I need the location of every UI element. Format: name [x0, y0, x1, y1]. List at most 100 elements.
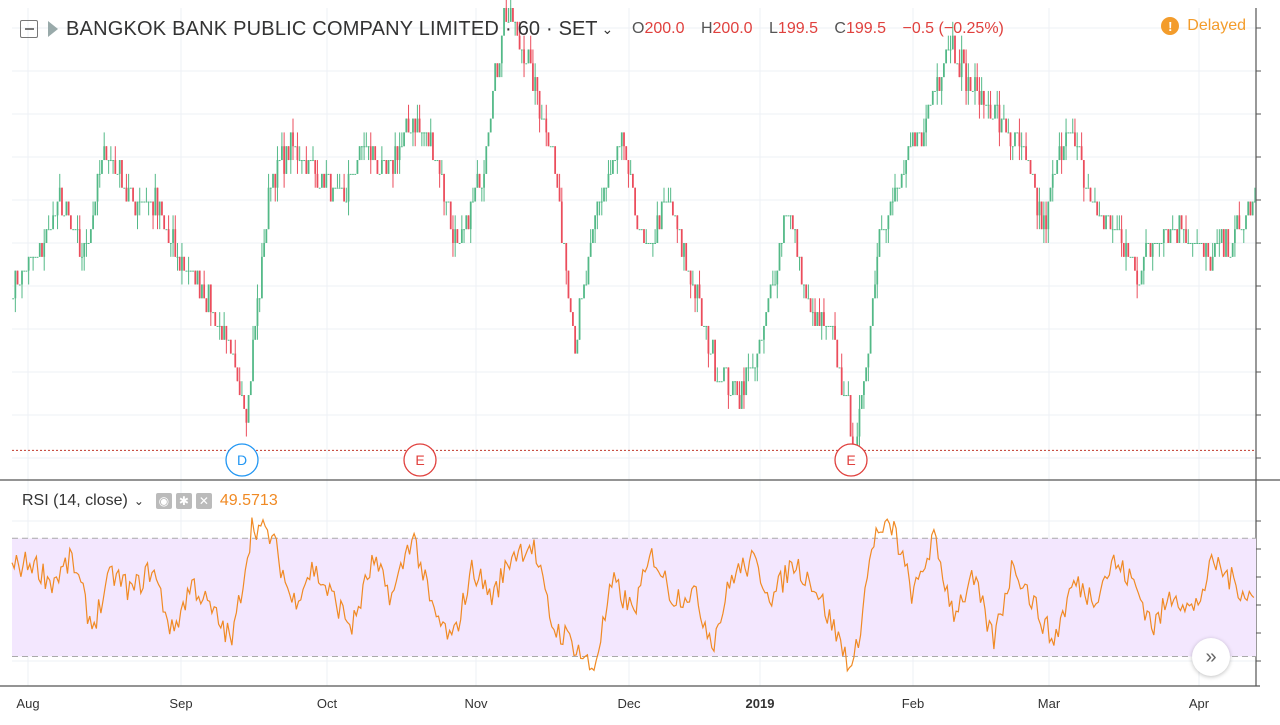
candle-body [356, 160, 359, 174]
candle-body [1240, 229, 1243, 231]
candle-body [292, 132, 294, 147]
candle-body [327, 173, 330, 175]
candle-body [545, 118, 548, 133]
candle-body [41, 243, 43, 257]
delayed-status[interactable]: ! Delayed [1161, 17, 1246, 35]
candle-body [514, 21, 517, 23]
collapse-icon[interactable] [20, 20, 38, 38]
candle-body [49, 229, 52, 231]
candle-body [234, 353, 237, 368]
candle-body [1105, 215, 1107, 230]
candle-body [1025, 146, 1027, 161]
rsi-title[interactable]: RSI (14, close) [22, 492, 128, 509]
candle-body [123, 187, 126, 189]
candle-body [425, 132, 428, 134]
candle-body [552, 146, 554, 148]
candle-body [800, 256, 803, 285]
candle-body [427, 132, 430, 147]
candle-body [863, 381, 865, 396]
candle-body [765, 312, 768, 326]
candle-body [625, 146, 628, 161]
candle-body [1211, 256, 1214, 271]
candle-body [438, 160, 441, 174]
candle-body [1005, 118, 1007, 133]
candle-body [731, 381, 734, 396]
candle-body [118, 160, 121, 174]
exchange-label[interactable]: SET [558, 17, 598, 40]
candle-body [627, 160, 630, 174]
candle-body [294, 146, 297, 148]
candle-body [227, 339, 230, 341]
candle-body [434, 160, 437, 162]
candle-body [1098, 215, 1101, 217]
candle-body [547, 132, 550, 147]
candle-body [52, 215, 54, 230]
gear-icon[interactable]: ✱ [175, 493, 192, 509]
candle-body [423, 132, 425, 134]
candle-body [538, 90, 541, 119]
close-icon[interactable]: ✕ [195, 493, 212, 509]
candle-body [105, 146, 108, 161]
interval-label[interactable]: 60 [517, 17, 540, 40]
candle-body [503, 8, 505, 36]
candle-body [594, 215, 597, 230]
candle-body [740, 381, 743, 409]
candle-body [194, 270, 197, 285]
candle-body [332, 187, 334, 202]
candle-body [380, 160, 383, 174]
candle-body [358, 146, 361, 161]
candle-body [263, 243, 266, 257]
event-marker-letter: E [415, 452, 424, 468]
candle-body [603, 187, 605, 202]
candle-body [1107, 215, 1110, 217]
x-tick-label: Sep [169, 696, 192, 711]
candle-body [811, 312, 814, 314]
candle-body [1234, 229, 1236, 243]
candle-body [1109, 215, 1112, 230]
candle-body [494, 63, 497, 91]
candle-body [898, 187, 901, 189]
candle-body [958, 63, 961, 78]
candle-body [907, 146, 910, 161]
candle-body [691, 284, 694, 286]
chevron-down-icon[interactable]: ⌄ [601, 20, 614, 37]
candle-body [149, 201, 152, 203]
candle-body [665, 201, 668, 203]
candle-body [414, 118, 417, 133]
candle-body [556, 173, 559, 188]
candle-body [520, 49, 523, 51]
candle-body [418, 118, 421, 133]
candle-body [436, 160, 439, 162]
candle-body [1082, 160, 1085, 188]
candle-body [523, 49, 525, 64]
candle-body [914, 132, 916, 147]
candle-body [763, 325, 765, 340]
candle-body [856, 436, 859, 451]
candle-body [316, 173, 319, 188]
scroll-to-realtime-button[interactable]: » [1192, 638, 1230, 676]
symbol-title[interactable]: BANGKOK BANK PUBLIC COMPANY LIMITED [66, 17, 500, 40]
candle-body [465, 215, 468, 230]
candle-body [920, 132, 923, 147]
candle-body [1156, 243, 1159, 244]
candle-body [43, 243, 46, 257]
eye-icon[interactable]: ◉ [155, 493, 172, 509]
candle-body [476, 173, 479, 188]
chevron-down-icon[interactable]: ⌄ [133, 494, 144, 508]
candle-body [412, 118, 414, 133]
candle-body [1060, 146, 1063, 161]
candle-body [1042, 215, 1045, 230]
candle-body [829, 325, 832, 327]
candle-body [869, 325, 872, 354]
candle-body [647, 243, 650, 244]
candle-body [525, 63, 528, 65]
candle-body [354, 173, 357, 175]
candle-body [216, 325, 219, 327]
candle-body [718, 381, 721, 383]
candle-body [301, 160, 303, 162]
candle-body [1151, 243, 1154, 257]
candle-body [651, 243, 654, 244]
candle-body [1140, 270, 1143, 285]
